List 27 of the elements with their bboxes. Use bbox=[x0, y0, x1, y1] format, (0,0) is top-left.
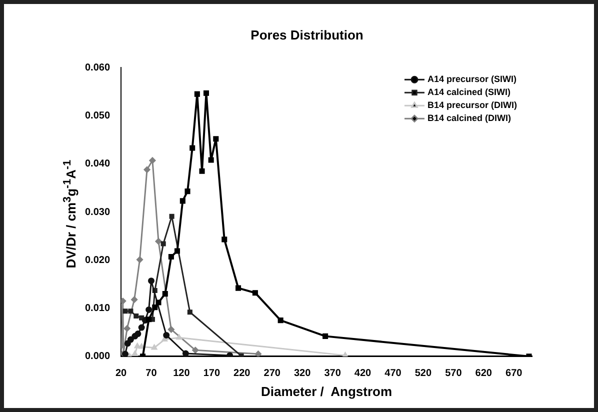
legend-label: A14 calcined (SIWI) bbox=[427, 87, 511, 98]
x-tick-label: 120 bbox=[173, 368, 190, 380]
x-tick-label: 570 bbox=[445, 368, 462, 380]
y-tick-label: 0.000 bbox=[84, 351, 110, 362]
x-tick-label: 420 bbox=[354, 368, 372, 380]
x-tick-label: 520 bbox=[414, 368, 432, 380]
x-tick-label: 20 bbox=[115, 368, 128, 380]
chart-title: Pores Distribution bbox=[250, 27, 364, 42]
y-tick-label: 0.050 bbox=[84, 110, 110, 122]
x-tick-label: 220 bbox=[234, 368, 251, 380]
y-tick-label: 0.040 bbox=[84, 158, 110, 170]
x-tick-label: 670 bbox=[506, 368, 523, 380]
x-tick-label: 620 bbox=[475, 368, 492, 380]
x-tick-label: 320 bbox=[294, 368, 312, 380]
legend-label: A14 precursor (SIWI) bbox=[427, 74, 517, 84]
x-tick-label: 370 bbox=[324, 368, 342, 380]
x-tick-label: 270 bbox=[264, 368, 281, 380]
y-tick-label: 0.030 bbox=[84, 206, 110, 218]
x-tick-label: 170 bbox=[203, 368, 220, 380]
x-axis-title: Diameter / Angstrom bbox=[261, 384, 392, 399]
y-tick-label: 0.010 bbox=[84, 303, 110, 314]
x-tick-label: 70 bbox=[146, 368, 158, 380]
y-tick-label: 0.020 bbox=[84, 254, 110, 266]
y-tick-label: 0.060 bbox=[84, 62, 110, 74]
legend-label: B14 precursor (DIWI) bbox=[427, 100, 518, 110]
x-tick-label: 470 bbox=[384, 368, 402, 380]
legend-label: B14 calcined (DIWI) bbox=[427, 113, 512, 124]
